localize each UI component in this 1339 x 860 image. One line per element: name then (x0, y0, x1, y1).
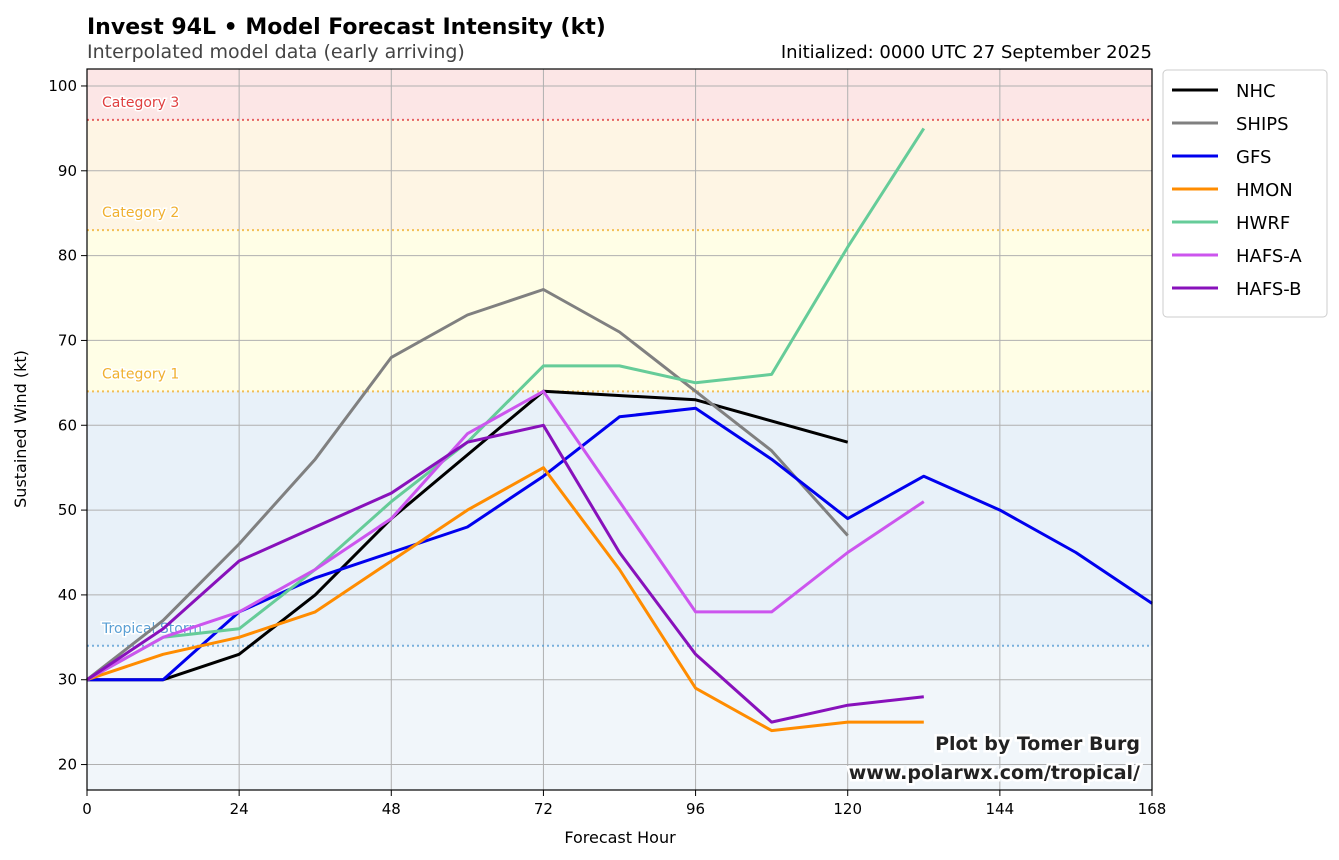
x-tick-label: 144 (986, 800, 1015, 818)
y-tick-label: 20 (58, 756, 77, 774)
series-line-hafs-a (86, 389, 925, 682)
x-tick-label: 48 (382, 800, 401, 818)
credit-author: Plot by Tomer Burg (935, 733, 1140, 755)
y-tick-label: 80 (58, 247, 77, 265)
series-line-nhc (87, 389, 849, 682)
legend-label: GFS (1236, 147, 1271, 168)
x-tick-label: 24 (230, 800, 249, 818)
x-tick-label: 120 (833, 800, 862, 818)
y-tick-label: 90 (58, 162, 77, 180)
legend-label: HWRF (1236, 213, 1290, 234)
intensity-band (87, 69, 1152, 120)
threshold-label: Category 2 (102, 205, 179, 221)
credit-url: www.polarwx.com/tropical/ (849, 762, 1140, 784)
series-line-hmon (86, 466, 924, 733)
legend-label: SHIPS (1236, 114, 1289, 135)
x-tick-label: 0 (82, 800, 92, 818)
y-tick-label: 60 (58, 416, 77, 434)
x-tick-label: 72 (534, 800, 553, 818)
y-tick-label: 100 (48, 77, 77, 95)
intensity-band (87, 645, 1152, 790)
legend-label: HMON (1236, 180, 1293, 201)
grid-lines (87, 69, 1152, 790)
legend-label: NHC (1236, 81, 1276, 102)
legend-label: HAFS-B (1236, 279, 1302, 300)
threshold-label: Category 1 (102, 366, 179, 382)
chart-title: Invest 94L • Model Forecast Intensity (k… (87, 15, 606, 40)
threshold-label: Category 3 (102, 95, 179, 111)
series-line-hwrf (86, 127, 926, 682)
x-tick-label: 168 (1138, 800, 1167, 818)
y-tick-label: 40 (58, 586, 77, 604)
series-line-gfs (87, 406, 1153, 682)
initialized-label: Initialized: 0000 UTC 27 September 2025 (781, 42, 1152, 63)
intensity-bands (87, 69, 1152, 790)
y-tick-label: 50 (58, 501, 77, 519)
x-axis-label: Forecast Hour (564, 828, 676, 847)
series-line-ships (86, 288, 849, 681)
series-line-hafs-b (86, 423, 924, 724)
plot-frame (86, 68, 1153, 791)
y-tick-label: 70 (58, 331, 77, 349)
chart-subtitle: Interpolated model data (early arriving) (87, 41, 465, 63)
x-tick-label: 96 (686, 800, 705, 818)
axis-ticks: 0 24 48 72 96 120 144 168 20 30 40 50 60 70 80 90 100 (48, 77, 1166, 818)
legend: NHC SHIPS GFS HMON HWRF HAFS-A HAFS-B (1162, 69, 1328, 318)
legend-label: HAFS-A (1236, 246, 1302, 267)
y-tick-label: 30 (58, 671, 77, 689)
y-axis-label: Sustained Wind (kt) (11, 350, 30, 508)
intensity-band (87, 119, 1152, 231)
intensity-band (87, 391, 1152, 646)
series-lines (86, 127, 1153, 733)
